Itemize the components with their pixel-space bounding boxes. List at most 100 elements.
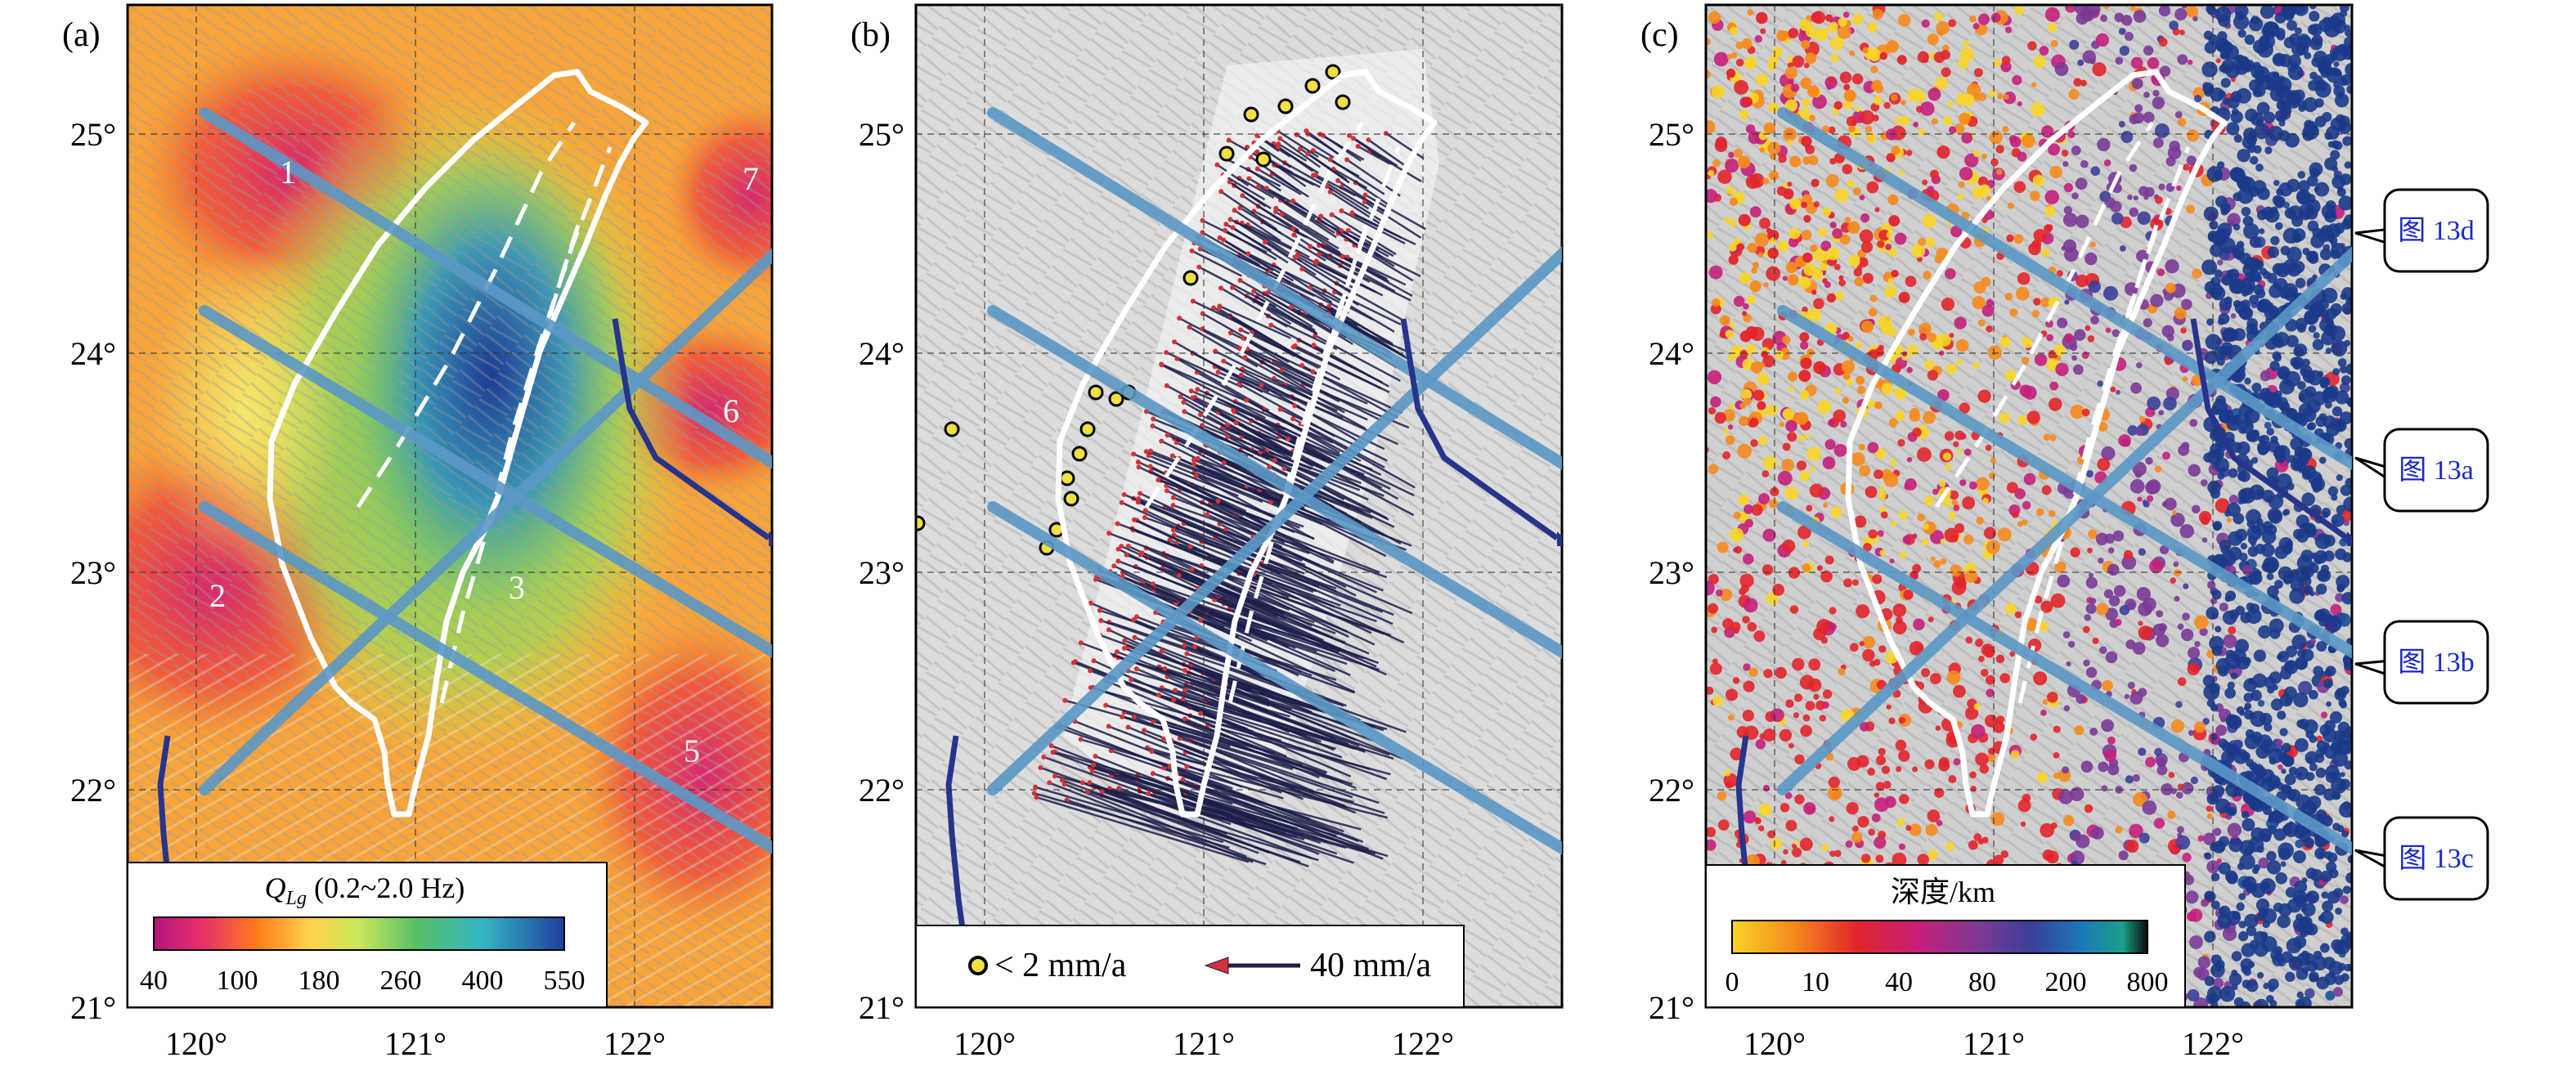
- earthquake-marker: [2339, 77, 2348, 87]
- earthquake-marker: [2254, 123, 2270, 140]
- earthquake-marker: [2071, 146, 2081, 155]
- earthquake-marker: [2320, 711, 2328, 719]
- earthquake-marker: [2259, 228, 2265, 235]
- velocity-vector-tail: [1159, 362, 1165, 368]
- earthquake-marker: [2309, 250, 2318, 261]
- earthquake-marker: [2316, 641, 2327, 652]
- earthquake-marker: [2110, 386, 2116, 392]
- earthquake-marker: [1954, 123, 1965, 134]
- earthquake-marker: [2092, 62, 2107, 77]
- earthquake-marker: [2303, 837, 2315, 849]
- earthquake-marker: [1874, 207, 1880, 213]
- earthquake-marker: [1827, 786, 1842, 801]
- velocity-vector-tail: [1181, 400, 1187, 406]
- velocity-vector-tail: [1103, 702, 1109, 708]
- earthquake-marker: [2112, 530, 2125, 542]
- velocity-vector-tail: [1362, 192, 1368, 198]
- earthquake-marker: [2174, 595, 2180, 602]
- earthquake-marker: [1934, 787, 1945, 798]
- velocity-vector-tail: [1093, 753, 1098, 759]
- earthquake-marker: [1805, 26, 1817, 38]
- earthquake-marker: [1819, 715, 1826, 722]
- earthquake-marker: [1869, 660, 1876, 667]
- earthquake-marker: [2206, 318, 2215, 326]
- earthquake-marker: [1932, 488, 1939, 495]
- stable-station-marker: [1088, 384, 1104, 401]
- earthquake-marker: [1724, 626, 1735, 639]
- earthquake-marker: [1801, 136, 1812, 147]
- earthquake-marker: [2343, 496, 2352, 513]
- earthquake-marker: [1999, 412, 2011, 423]
- earthquake-marker: [1917, 256, 1923, 262]
- earthquake-marker: [2305, 772, 2315, 782]
- earthquake-marker: [1981, 217, 1988, 223]
- earthquake-marker: [1845, 840, 1853, 848]
- earthquake-marker: [2186, 204, 2195, 214]
- earthquake-marker: [1737, 444, 1752, 459]
- earthquake-marker: [1788, 371, 1797, 382]
- longitude-tick-label: 122°: [2182, 1025, 2244, 1062]
- earthquake-marker: [1719, 330, 1727, 338]
- velocity-vector: [1080, 738, 1284, 800]
- velocity-vector-tail: [1251, 289, 1257, 294]
- earthquake-marker: [2042, 698, 2049, 706]
- earthquake-marker: [2127, 194, 2133, 200]
- earthquake-marker: [2127, 681, 2135, 689]
- earthquake-marker: [1723, 428, 1730, 435]
- earthquake-marker: [1756, 11, 1768, 25]
- earthquake-marker: [1799, 837, 1813, 851]
- earthquake-marker: [2267, 508, 2282, 522]
- earthquake-marker: [1713, 52, 1729, 67]
- earthquake-marker: [1968, 840, 1978, 850]
- earthquake-marker: [1741, 311, 1748, 316]
- earthquake-marker: [2288, 766, 2298, 776]
- earthquake-marker: [1809, 114, 1816, 122]
- earthquake-marker: [1905, 825, 1912, 831]
- earthquake-marker: [2085, 252, 2098, 266]
- earthquake-marker: [1831, 107, 1840, 116]
- earthquake-marker: [2322, 900, 2334, 912]
- earthquake-marker: [1826, 247, 1840, 261]
- earthquake-marker: [1962, 496, 1976, 510]
- earthquake-marker: [1898, 750, 1910, 762]
- velocity-vector: [1330, 190, 1385, 228]
- velocity-vector-tail: [1176, 572, 1182, 578]
- earthquake-marker: [2191, 374, 2203, 387]
- velocity-vector: [1240, 329, 1326, 370]
- earthquake-marker: [2210, 963, 2225, 978]
- earthquake-marker: [2344, 760, 2352, 770]
- earthquake-marker: [2065, 5, 2076, 13]
- velocity-vector: [1322, 134, 1362, 162]
- earthquake-marker: [1868, 529, 1878, 539]
- earthquake-marker: [1851, 825, 1859, 832]
- earthquake-marker: [1763, 282, 1769, 288]
- velocity-vector-tail: [1318, 213, 1324, 219]
- earthquake-marker: [1888, 717, 1896, 724]
- earthquake-marker: [2318, 61, 2331, 74]
- velocity-vector: [1227, 423, 1324, 471]
- velocity-vector: [1214, 350, 1316, 402]
- earthquake-marker: [2188, 464, 2201, 477]
- velocity-vector: [1161, 727, 1344, 784]
- earthquake-marker: [2241, 206, 2251, 217]
- panel-b: [914, 3, 1564, 1009]
- earthquake-marker: [2272, 71, 2280, 79]
- earthquake-marker: [2213, 827, 2222, 836]
- velocity-vector-tail: [1310, 369, 1316, 374]
- earthquake-marker: [1990, 158, 1999, 167]
- earthquake-marker: [1797, 276, 1811, 289]
- earthquake-marker: [1968, 481, 1977, 490]
- earthquake-marker: [2279, 728, 2288, 737]
- earthquake-marker: [2097, 380, 2103, 387]
- earthquake-marker: [2165, 282, 2176, 294]
- earthquake-marker: [2308, 125, 2318, 135]
- velocity-vector-tail: [1218, 285, 1223, 291]
- earthquake-marker: [1873, 96, 1883, 105]
- velocity-vector: [1385, 132, 1425, 159]
- earthquake-marker: [2204, 890, 2215, 901]
- velocity-vector: [1161, 719, 1353, 786]
- earthquake-marker: [2246, 430, 2257, 442]
- earthquake-marker: [1993, 59, 2002, 67]
- earthquake-marker: [2306, 175, 2318, 187]
- earthquake-marker: [2324, 669, 2333, 677]
